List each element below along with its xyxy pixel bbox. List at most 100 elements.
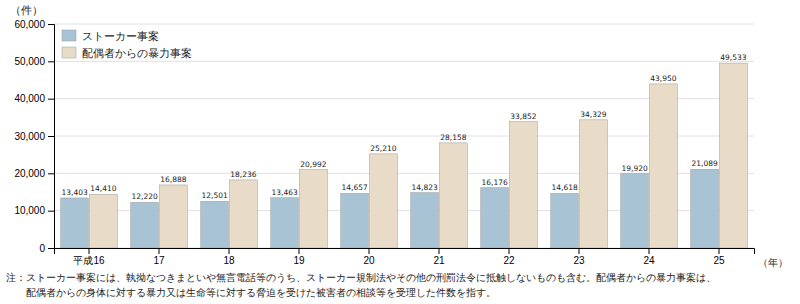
x-tick-label: 平成16 <box>73 255 105 266</box>
data-label: 20,992 <box>300 160 326 169</box>
x-axis: 平成16 17 18 19 20 21 22 23 24 25 <box>55 248 755 266</box>
grid-line <box>54 136 754 137</box>
grid-line <box>54 173 754 174</box>
x-tick-mark <box>439 248 440 254</box>
x-tick-mark <box>719 248 720 254</box>
x-axis-line <box>55 249 755 255</box>
bar <box>481 188 509 248</box>
data-label: 34,329 <box>580 110 606 119</box>
y-tick: 50,000 <box>14 56 54 67</box>
y-tick-label: 0 <box>39 243 45 254</box>
data-label: 21,089 <box>691 159 717 168</box>
x-tick: 24 <box>643 248 655 266</box>
bar <box>411 193 439 248</box>
note: 配偶者からの身体に対する暴力又は生命等に対する脅迫を受けた被害者の相談等を受理し… <box>6 287 496 298</box>
x-tick: 23 <box>573 248 585 266</box>
data-label: 14,657 <box>341 183 367 192</box>
y-tick-mark <box>48 136 54 137</box>
grid-line <box>54 61 754 62</box>
bars <box>61 63 747 248</box>
data-label: 19,920 <box>621 164 647 173</box>
bar <box>580 120 608 248</box>
x-tick: 18 <box>223 248 235 266</box>
x-tick-label: 18 <box>223 255 235 266</box>
bar <box>551 193 579 248</box>
data-label: 13,463 <box>271 188 297 197</box>
note: 注：ストーカー事案には、執拗なつきまといや無言電話等のうち、ストーカー規制法やそ… <box>6 272 716 283</box>
bar <box>90 194 118 248</box>
y-tick-label: 60,000 <box>14 19 45 30</box>
bar <box>201 201 229 248</box>
x-tick-mark <box>89 248 90 254</box>
y-tick-mark <box>48 24 54 25</box>
legend-swatch <box>62 47 76 58</box>
bar <box>160 185 188 248</box>
y-tick: 10,000 <box>14 205 54 216</box>
bar <box>230 180 258 248</box>
data-label: 28,158 <box>440 133 466 142</box>
bar <box>131 202 159 248</box>
y-tick: 30,000 <box>14 131 54 142</box>
legend: ストーカー事案配偶者からの暴力事案 <box>62 30 192 60</box>
y-tick: 40,000 <box>14 93 54 104</box>
y-axis-line <box>48 25 55 249</box>
bar <box>621 174 649 248</box>
x-tick: 21 <box>433 248 445 266</box>
bar <box>300 170 328 248</box>
x-tick-label: 20 <box>363 255 375 266</box>
y-tick: 20,000 <box>14 168 54 179</box>
grid-line <box>54 210 754 211</box>
bar <box>341 193 369 248</box>
y-tick-mark <box>48 99 54 100</box>
grid <box>54 24 754 248</box>
x-tick-label: 23 <box>573 255 585 266</box>
x-tick-mark <box>649 248 650 254</box>
plot: 0 10,000 20,000 30,000 40,000 50,000 60,000 平成1… <box>14 19 754 266</box>
data-label: 18,236 <box>230 170 256 179</box>
x-tick: 平成16 <box>73 248 105 266</box>
y-tick-label: 10,000 <box>14 205 45 216</box>
data-label: 16,888 <box>160 175 186 184</box>
y-tick-label: 20,000 <box>14 168 45 179</box>
x-tick-label: 17 <box>153 255 165 266</box>
x-tick-mark <box>579 248 580 254</box>
x-tick-label: 25 <box>713 255 725 266</box>
bar <box>720 63 748 248</box>
x-tick-label: 24 <box>643 255 655 266</box>
y-tick-mark <box>48 248 54 249</box>
x-axis-title: （年） <box>758 257 788 268</box>
y-tick-mark <box>48 211 54 212</box>
grid-line <box>54 98 754 99</box>
bar <box>271 198 299 248</box>
legend-label: 配偶者からの暴力事案 <box>82 47 192 60</box>
y-tick-label: 40,000 <box>14 93 45 104</box>
x-tick-mark <box>299 248 300 254</box>
bar <box>440 143 468 248</box>
data-label: 25,210 <box>370 144 396 153</box>
y-axis-title: （件） <box>10 4 43 17</box>
legend-label: ストーカー事案 <box>82 30 159 43</box>
chart: 0 10,000 20,000 30,000 40,000 50,000 60,000 平成1… <box>0 0 800 304</box>
x-tick-mark <box>229 248 230 254</box>
x-tick-label: 19 <box>293 255 305 266</box>
x-tick-label: 22 <box>503 255 515 266</box>
legend-item: 配偶者からの暴力事案 <box>62 47 192 60</box>
y-axis: 0 10,000 20,000 30,000 40,000 50,000 60,000 <box>14 19 54 254</box>
data-label: 13,403 <box>61 188 87 197</box>
data-label: 33,852 <box>510 112 536 121</box>
data-label: 14,410 <box>90 184 116 193</box>
bar <box>61 198 89 248</box>
data-labels: 13,40312,22012,50113,46314,65714,82316,1… <box>61 53 746 201</box>
data-label: 14,823 <box>411 183 437 192</box>
bar <box>650 84 678 248</box>
y-tick-mark <box>48 173 54 174</box>
x-tick: 19 <box>293 248 305 266</box>
legend-item: ストーカー事案 <box>62 30 159 43</box>
bar <box>370 154 398 248</box>
y-tick-label: 50,000 <box>14 56 45 67</box>
x-tick: 25 <box>713 248 725 266</box>
data-label: 14,618 <box>551 183 577 192</box>
data-label: 43,950 <box>650 74 676 83</box>
bar-series <box>90 63 748 248</box>
data-label: 16,176 <box>481 178 507 187</box>
